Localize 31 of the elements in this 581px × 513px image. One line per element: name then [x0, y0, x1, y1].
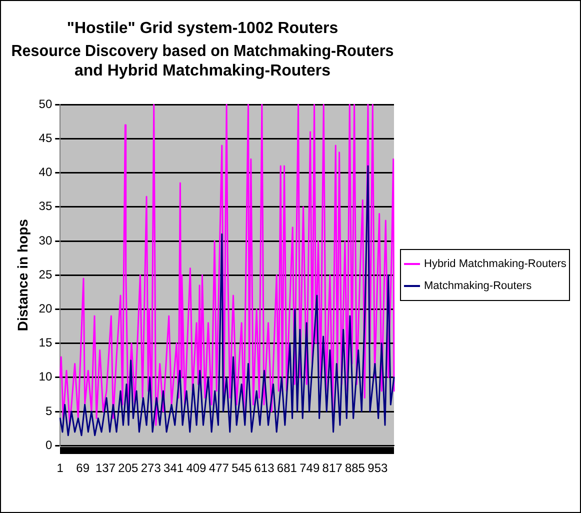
y-tick-label: 5: [45, 404, 52, 418]
y-axis-title: Distance in hops: [14, 218, 30, 332]
y-tick-label: 45: [38, 131, 52, 146]
y-tick-label: 50: [38, 96, 52, 111]
x-tick-label: 613: [254, 461, 275, 476]
x-tick-label: 205: [118, 461, 139, 476]
x-tick-label: 409: [186, 461, 207, 476]
x-tick-label: 477: [208, 461, 230, 476]
chart-title: "Hostile" Grid system-1002 Routers: [66, 20, 338, 38]
x-tick-label: 885: [344, 461, 366, 476]
y-tick-label: 20: [38, 302, 52, 316]
y-tick-label: 40: [38, 165, 52, 180]
y-tick-label: 10: [38, 370, 52, 384]
legend-label: Matchmaking-Routers: [424, 279, 532, 294]
x-tick-label: 137: [95, 461, 116, 476]
y-tick-label: 15: [38, 336, 52, 350]
x-tick-label: 1: [56, 461, 64, 476]
x-tick-label: 273: [140, 461, 162, 476]
y-tick-label: 0: [45, 438, 52, 452]
x-tick-label: 817: [322, 461, 343, 476]
x-tick-label: 69: [76, 461, 90, 476]
legend-label: Hybrid Matchmaking-Routers: [424, 257, 566, 272]
y-tick-label: 35: [38, 199, 52, 214]
y-tick-label: 25: [38, 267, 52, 282]
chart-subtitle: Resource Discovery based on Matchmaking-Routers and Hybrid Matchmaking-Routers: [11, 42, 394, 80]
x-tick-label: 681: [276, 461, 298, 476]
x-tick-label: 545: [232, 461, 252, 476]
x-tick-label: 749: [300, 461, 320, 476]
x-tick-label: 953: [368, 461, 388, 476]
y-tick-label: 30: [38, 233, 52, 248]
x-tick-label: 341: [164, 461, 184, 476]
